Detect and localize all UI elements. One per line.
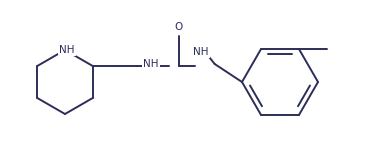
- Text: NH: NH: [59, 45, 75, 55]
- Text: NH: NH: [193, 47, 209, 57]
- Text: O: O: [175, 22, 183, 32]
- Text: NH: NH: [143, 59, 158, 69]
